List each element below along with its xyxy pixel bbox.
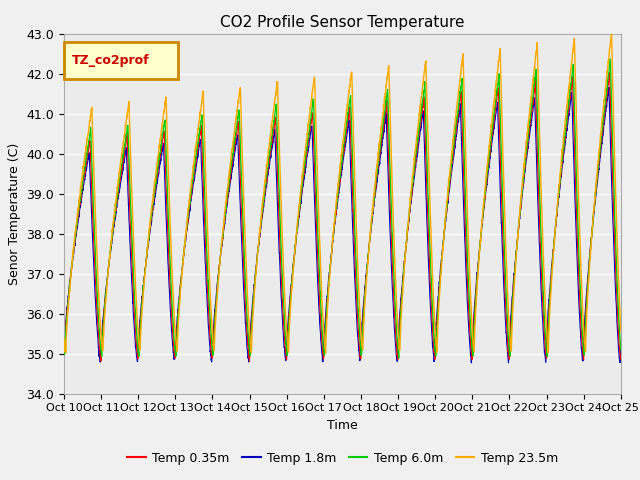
Text: TZ_co2prof: TZ_co2prof	[72, 54, 150, 67]
Title: CO2 Profile Sensor Temperature: CO2 Profile Sensor Temperature	[220, 15, 465, 30]
Legend: Temp 0.35m, Temp 1.8m, Temp 6.0m, Temp 23.5m: Temp 0.35m, Temp 1.8m, Temp 6.0m, Temp 2…	[122, 447, 563, 469]
Y-axis label: Senor Temperature (C): Senor Temperature (C)	[8, 143, 21, 285]
FancyBboxPatch shape	[64, 42, 178, 79]
X-axis label: Time: Time	[327, 419, 358, 432]
